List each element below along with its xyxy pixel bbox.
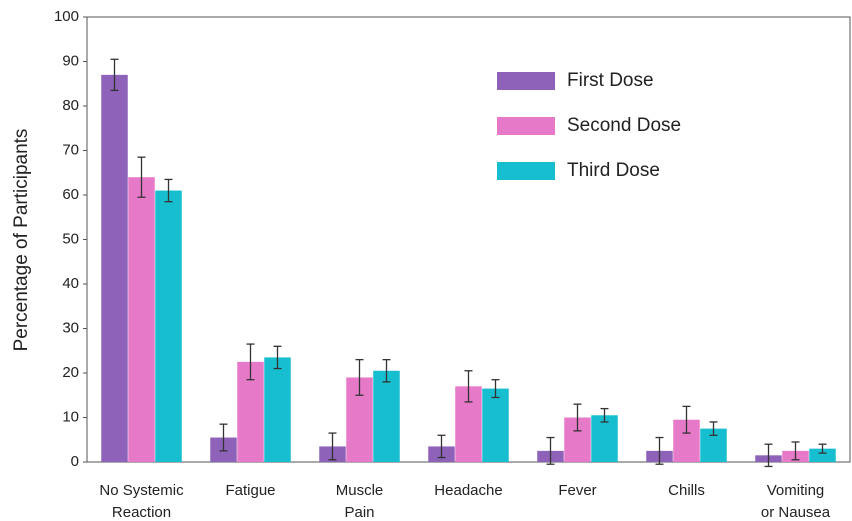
bar	[128, 177, 155, 462]
y-tick-label: 50	[62, 230, 79, 247]
x-tick-label: Vomiting or Nausea	[760, 482, 831, 521]
bar	[373, 370, 400, 462]
y-tick-label: 90	[62, 52, 79, 69]
x-tick-label: Fever	[558, 482, 597, 499]
y-tick-label: 100	[54, 8, 79, 25]
bar	[591, 415, 618, 462]
x-tick-label: Muscle Pain	[335, 482, 384, 521]
x-tick-label: Headache	[434, 482, 503, 499]
y-tick-label: 40	[62, 275, 79, 292]
y-tick-label: 20	[62, 364, 79, 381]
y-tick-label: 60	[62, 186, 79, 203]
legend-swatch	[497, 72, 555, 90]
bar	[101, 74, 128, 462]
y-tick-label: 10	[62, 408, 79, 425]
bar	[155, 190, 182, 463]
legend-label: Second Dose	[567, 115, 681, 136]
y-tick-label: 0	[71, 453, 79, 470]
x-tick-label: Chills	[668, 482, 705, 499]
y-tick-label: 80	[62, 97, 79, 114]
y-tick-label: 70	[62, 141, 79, 158]
bar	[264, 357, 291, 462]
y-tick-label: 30	[62, 319, 79, 336]
bar	[809, 448, 836, 462]
x-tick-label: Fatigue	[225, 482, 276, 499]
legend-label: Third Dose	[567, 160, 660, 181]
x-tick-label: No Systemic Reaction	[99, 482, 184, 521]
legend-swatch	[497, 117, 555, 135]
bar	[482, 388, 509, 462]
y-axis-label: Percentage of Participants	[11, 129, 32, 352]
legend-swatch	[497, 162, 555, 180]
legend-label: First Dose	[567, 70, 654, 91]
